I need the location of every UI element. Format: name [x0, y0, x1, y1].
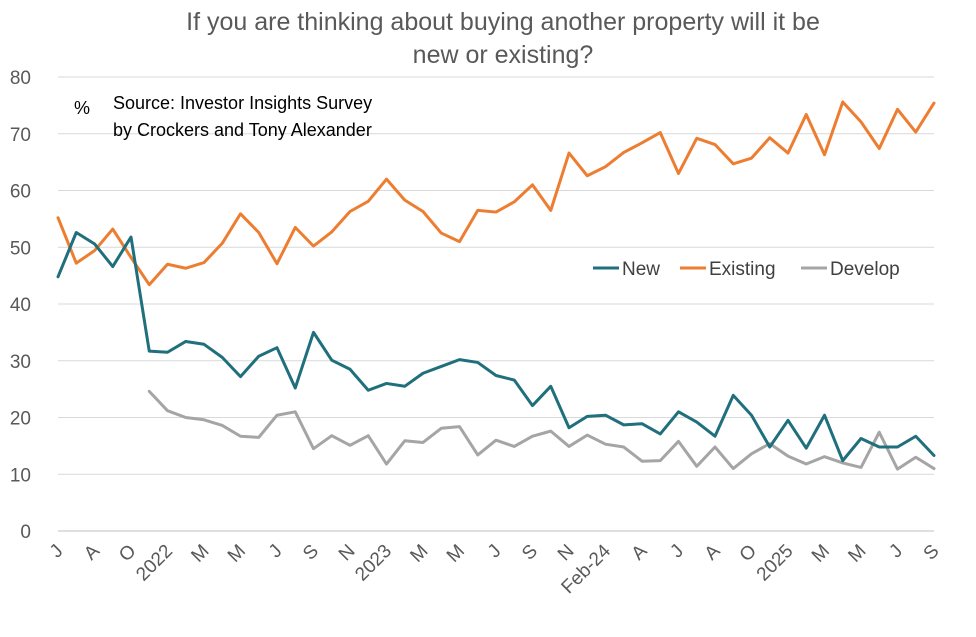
- x-tick-label: 2025: [753, 541, 798, 586]
- series-line-develop: [147, 389, 936, 471]
- y-tick-label: 20: [10, 409, 31, 430]
- x-tick-label: J: [46, 541, 68, 563]
- source-note-line-1: Source: Investor Insights Survey: [113, 93, 372, 113]
- x-tick-label: 2023: [351, 541, 396, 586]
- x-tick-label: M: [844, 541, 870, 567]
- x-tick-label: J: [484, 541, 506, 563]
- x-tick-label: S: [299, 541, 323, 565]
- chart-title-line-1: If you are thinking about buying another…: [186, 8, 820, 36]
- x-tick-label: N: [554, 541, 579, 566]
- x-tick-label: N: [335, 541, 360, 566]
- series-line-new: [56, 231, 936, 463]
- x-tick-label: O: [736, 541, 761, 566]
- x-tick-label: J: [265, 541, 287, 563]
- x-tick-label: M: [187, 541, 213, 567]
- y-tick-label: 0: [20, 522, 31, 543]
- x-tick-label: S: [920, 541, 944, 565]
- y-tick-label: 40: [10, 295, 31, 316]
- y-tick-label: 60: [10, 182, 31, 203]
- chart-title-line-2: new or existing?: [413, 41, 594, 69]
- x-tick-label: J: [885, 541, 907, 563]
- x-tick-label: A: [628, 540, 652, 564]
- x-tick-label: M: [443, 541, 469, 567]
- x-tick-label: 2022: [132, 541, 177, 586]
- x-tick-label: M: [808, 541, 834, 567]
- x-tick-label: M: [406, 541, 432, 567]
- x-tick-label: A: [80, 540, 104, 564]
- x-tick-label: S: [518, 541, 542, 565]
- x-tick-label: J: [666, 541, 688, 563]
- y-tick-label: 50: [10, 238, 31, 259]
- y-tick-label: 80: [10, 68, 31, 89]
- y-axis-ticks: 0 10 20 30 40 50 60 70 80: [10, 68, 31, 543]
- gridlines: [58, 76, 934, 532]
- legend-label-develop: Develop: [830, 259, 900, 280]
- x-tick-label: A: [701, 540, 725, 564]
- x-tick-label: O: [115, 541, 140, 566]
- y-unit-label: %: [74, 98, 90, 118]
- source-note-line-2: by Crockers and Tony Alexander: [113, 120, 372, 140]
- plot-area-series: [56, 100, 936, 471]
- y-tick-label: 70: [10, 125, 31, 146]
- legend-label-new: New: [622, 259, 660, 280]
- y-tick-label: 10: [10, 465, 31, 486]
- x-tick-label: M: [224, 541, 250, 567]
- legend-label-existing: Existing: [709, 259, 776, 280]
- series-line-existing: [56, 100, 936, 287]
- y-tick-label: 30: [10, 352, 31, 373]
- legend: New Existing Develop: [593, 259, 900, 280]
